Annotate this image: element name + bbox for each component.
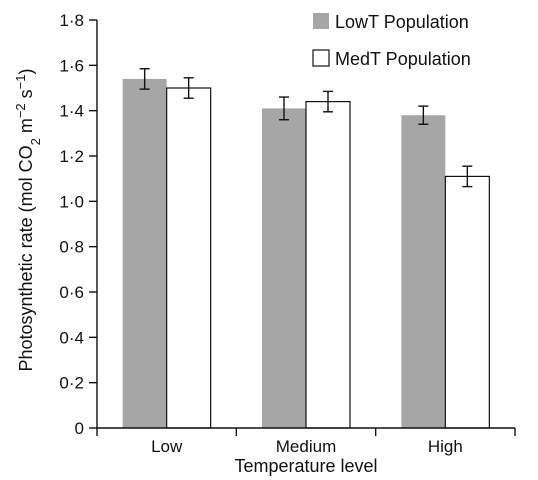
y-tick-label: 1·6 [59,56,84,75]
y-axis: 0 0·2 0·4 0·6 0·8 1·0 1·2 1·4 1·6 1·8 [59,11,98,438]
bar-lowt-medium [262,108,306,429]
x-tick-label: Low [151,437,183,456]
legend-label: LowT Population [335,12,469,32]
y-axis-title-text: Photosynthetic rate (mol CO2 m−2 s−1) [13,69,43,372]
bar-lowt-high [401,115,446,428]
x-tick-label: Medium [276,437,336,456]
error-bars-group [139,68,473,188]
x-axis-title: Temperature level [234,456,377,476]
legend-label: MedT Population [335,49,471,69]
error-bar-medt-high [462,165,473,188]
bar-medt-low [166,87,212,429]
y-tick-label: 1·2 [59,147,84,166]
error-bar-lowt-low [139,68,150,90]
y-tick-label: 0·4 [59,328,84,347]
y-tick-label: 0·2 [59,374,84,393]
legend: LowT Population MedT Population [312,12,471,69]
legend-item-medt: MedT Population [312,49,471,69]
y-tick-label: 1·4 [59,102,84,121]
error-bar-medt-medium [323,90,333,113]
y-tick-label: 0·6 [59,283,84,302]
bar-lowt-low [122,78,167,428]
error-bar-lowt-medium [279,96,289,121]
bars-group [122,78,490,429]
y-axis-title: Photosynthetic rate (mol CO2 m−2 s−1) [13,69,43,372]
bar-medt-high [444,175,490,429]
x-tick-label: High [428,437,463,456]
y-tick-label: 0 [75,419,84,438]
error-bar-lowt-high [418,105,429,125]
y-tick-label: 0·8 [59,238,84,257]
legend-swatch [312,49,330,67]
y-tick-label: 1·0 [59,192,84,211]
legend-swatch [313,13,329,29]
error-bar-medt-low [183,77,194,99]
bar-medt-medium [305,100,351,429]
x-axis: Low Medium High [96,427,516,456]
legend-item-lowt: LowT Population [313,12,469,32]
y-tick-label: 1·8 [59,11,84,30]
